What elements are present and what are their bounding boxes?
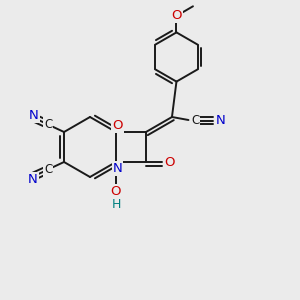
Text: O: O — [171, 9, 182, 22]
Text: O: O — [112, 119, 123, 132]
Text: C: C — [44, 163, 52, 176]
Text: N: N — [112, 162, 122, 175]
Text: C: C — [44, 118, 52, 131]
Text: N: N — [29, 109, 39, 122]
Text: O: O — [111, 184, 121, 198]
Text: C: C — [191, 114, 199, 127]
Text: O: O — [164, 155, 174, 169]
Text: H: H — [111, 197, 121, 211]
Text: N: N — [28, 173, 38, 186]
Text: N: N — [216, 114, 225, 127]
